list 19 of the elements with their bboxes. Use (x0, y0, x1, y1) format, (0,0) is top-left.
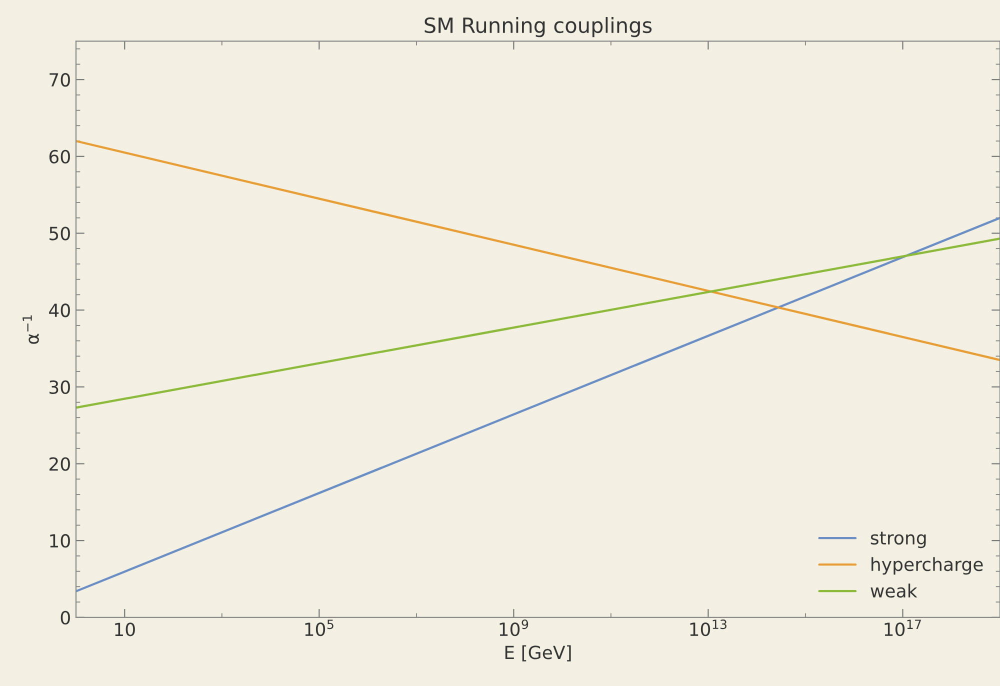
y-tick-label: 30 (50, 380, 70, 394)
y-tick-label: 50 (50, 226, 70, 240)
y-tick-label: 0 (60, 610, 70, 625)
y-tick-label: 40 (49, 304, 70, 318)
x-axis-title: E [GeV] (505, 645, 571, 662)
y-tick-label: 60 (49, 150, 70, 164)
y-tick-label: 20 (49, 457, 70, 471)
y-tick-label: 70 (50, 73, 70, 87)
x-tick-label: 10 (115, 622, 135, 636)
x-tick-label: 10$^{17}$ (884, 620, 921, 636)
x-tick-label: 10$^{5}$ (305, 620, 334, 636)
y-axis-title: α$^{−1}$ (22, 315, 39, 344)
legend-label: weak (870, 584, 918, 598)
y-tick-label: 10 (50, 534, 70, 548)
legend-label: hypercharge (872, 557, 983, 575)
x-tick-label: 10$^{9}$ (500, 620, 528, 636)
legend-label: strong (870, 532, 926, 548)
x-tick-label: 10$^{13}$ (690, 620, 726, 636)
chart-title: SM Running couplings (424, 16, 652, 38)
